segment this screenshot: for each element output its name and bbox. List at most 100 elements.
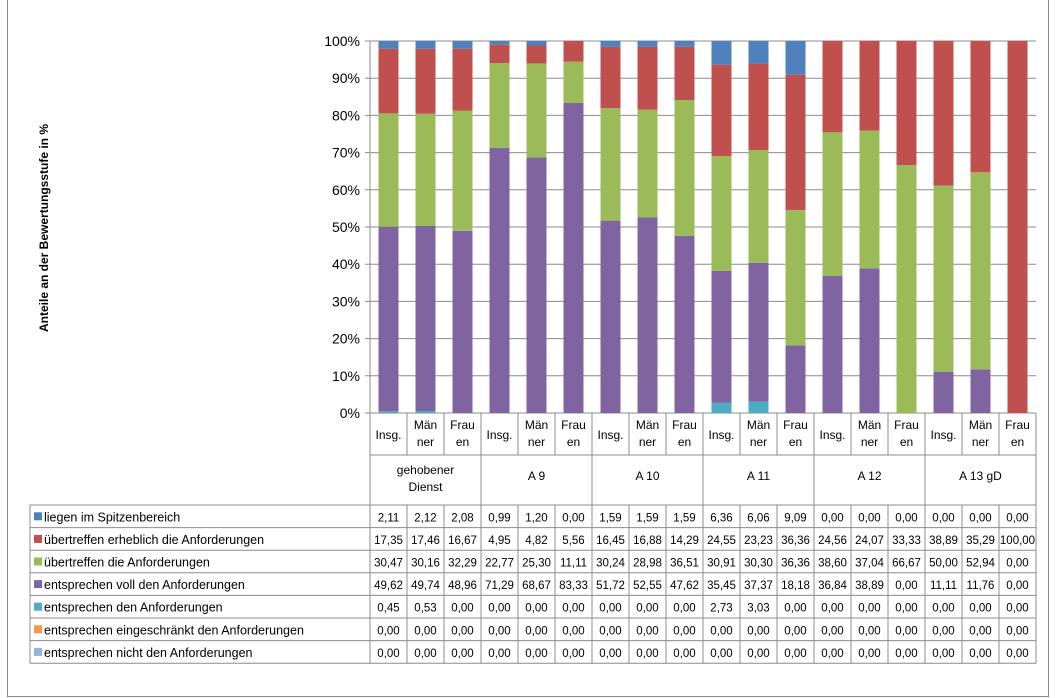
bar-segment — [748, 149, 769, 263]
data-label: 0,00 — [969, 603, 991, 615]
data-label: 0,00 — [488, 625, 510, 637]
y-tick-label: 30% — [332, 293, 360, 309]
data-label: 0,00 — [488, 648, 510, 660]
data-label: 6,36 — [710, 512, 732, 524]
bar-segment — [637, 46, 658, 110]
data-label: 11,76 — [967, 580, 995, 592]
bar-segment — [637, 109, 658, 218]
data-label: 24,56 — [818, 535, 847, 547]
data-label: 24,07 — [855, 535, 884, 547]
bar-segment — [711, 64, 732, 156]
bar-segment — [674, 100, 695, 236]
bar-segment — [711, 41, 732, 65]
data-label: 0,00 — [562, 603, 584, 615]
y-tick-label: 60% — [332, 182, 360, 198]
data-label: 0,00 — [858, 603, 880, 615]
category-label: Insg. — [819, 428, 845, 442]
bar-segment — [748, 401, 769, 413]
data-label: 0,00 — [821, 625, 843, 637]
data-label: 0,00 — [562, 648, 584, 660]
bar-segment — [674, 40, 695, 47]
legend-label: entsprechen eingeschränkt den Anforderun… — [44, 623, 304, 637]
data-label: 0,53 — [414, 603, 436, 615]
data-label: 0,00 — [710, 625, 732, 637]
bar-segment — [933, 41, 954, 186]
data-label: 0,00 — [562, 512, 584, 524]
category-label: en — [789, 435, 802, 449]
category-label: Män — [747, 418, 770, 432]
category-label: ner — [528, 435, 545, 449]
data-label: 5,56 — [562, 535, 584, 547]
category-label: ner — [861, 435, 878, 449]
category-label: Män — [969, 418, 992, 432]
data-label: 48,96 — [448, 580, 477, 592]
bar-segment — [378, 41, 399, 49]
group-label: Dienst — [408, 480, 443, 494]
y-tick-label: 90% — [332, 70, 360, 86]
data-label: 17,35 — [374, 535, 403, 547]
bar-segment — [637, 217, 658, 413]
data-label: 9,09 — [784, 512, 806, 524]
data-label: 0,00 — [858, 648, 880, 660]
y-tick-label: 70% — [332, 145, 360, 161]
category-label: Män — [525, 418, 548, 432]
data-label: 0,00 — [562, 625, 584, 637]
data-label: 0,00 — [414, 625, 436, 637]
data-label: 0,00 — [969, 648, 991, 660]
data-label: 0,00 — [747, 648, 769, 660]
data-label: 36,84 — [818, 580, 847, 592]
data-label: 49,62 — [374, 580, 403, 592]
y-tick-label: 80% — [332, 107, 360, 123]
bar-segment — [452, 41, 473, 49]
bar-segment — [711, 270, 732, 403]
legend-key — [34, 580, 42, 589]
bar-segment — [822, 41, 843, 133]
data-label: 0,00 — [821, 603, 843, 615]
data-label: 37,04 — [855, 558, 884, 570]
legend-label: liegen im Spitzenbereich — [44, 510, 180, 524]
data-label: 0,00 — [784, 648, 806, 660]
bar-segment — [1007, 41, 1028, 413]
data-label: 2,73 — [710, 603, 732, 615]
bar-segment — [563, 103, 584, 414]
data-label: 30,16 — [411, 558, 440, 570]
bar-segment — [415, 411, 436, 413]
data-label: 0,00 — [636, 625, 658, 637]
group-label: A 13 gD — [959, 469, 1002, 483]
data-label: 1,59 — [636, 512, 658, 524]
bar-segment — [822, 275, 843, 413]
category-label: ner — [750, 435, 767, 449]
data-label: 0,00 — [895, 625, 917, 637]
bar-segment — [378, 113, 399, 227]
data-label: 0,00 — [1006, 625, 1028, 637]
data-label: 0,00 — [377, 648, 399, 660]
category-label: Insg. — [486, 428, 512, 442]
category-label: ner — [417, 435, 434, 449]
data-label: 28,98 — [633, 558, 662, 570]
data-label: 30,30 — [744, 558, 773, 570]
legend-label: übertreffen erheblich die Anforderungen — [44, 533, 264, 547]
data-label: 24,55 — [707, 535, 736, 547]
data-label: 0,45 — [377, 603, 399, 615]
data-label: 2,11 — [378, 512, 400, 524]
bar-segment — [452, 110, 473, 231]
data-table: Insg. Män ner Frau en Insg. Män ner Frau en Insg. M… — [29, 413, 1037, 664]
data-label: 0,00 — [673, 603, 695, 615]
group-label: A 10 — [635, 469, 659, 483]
data-label: 0,00 — [895, 603, 917, 615]
category-label: en — [1011, 435, 1024, 449]
data-label: 3,03 — [747, 603, 769, 615]
bar-segment — [378, 226, 399, 412]
data-label: 1,59 — [599, 512, 621, 524]
data-label: 0,00 — [599, 603, 621, 615]
bar-segment — [711, 155, 732, 271]
data-label: 0,00 — [784, 603, 806, 615]
bar-segment — [748, 63, 769, 150]
data-label: 47,62 — [670, 580, 699, 592]
category-label: en — [567, 435, 580, 449]
axes: 0% 10% 20% 30% 40% 50% 60% 70% 80% 90% 100% — [324, 33, 371, 421]
data-label: 0,00 — [1006, 558, 1028, 570]
category-label: Insg. — [597, 428, 623, 442]
bar-segment — [896, 41, 917, 165]
data-label: 51,72 — [596, 580, 625, 592]
